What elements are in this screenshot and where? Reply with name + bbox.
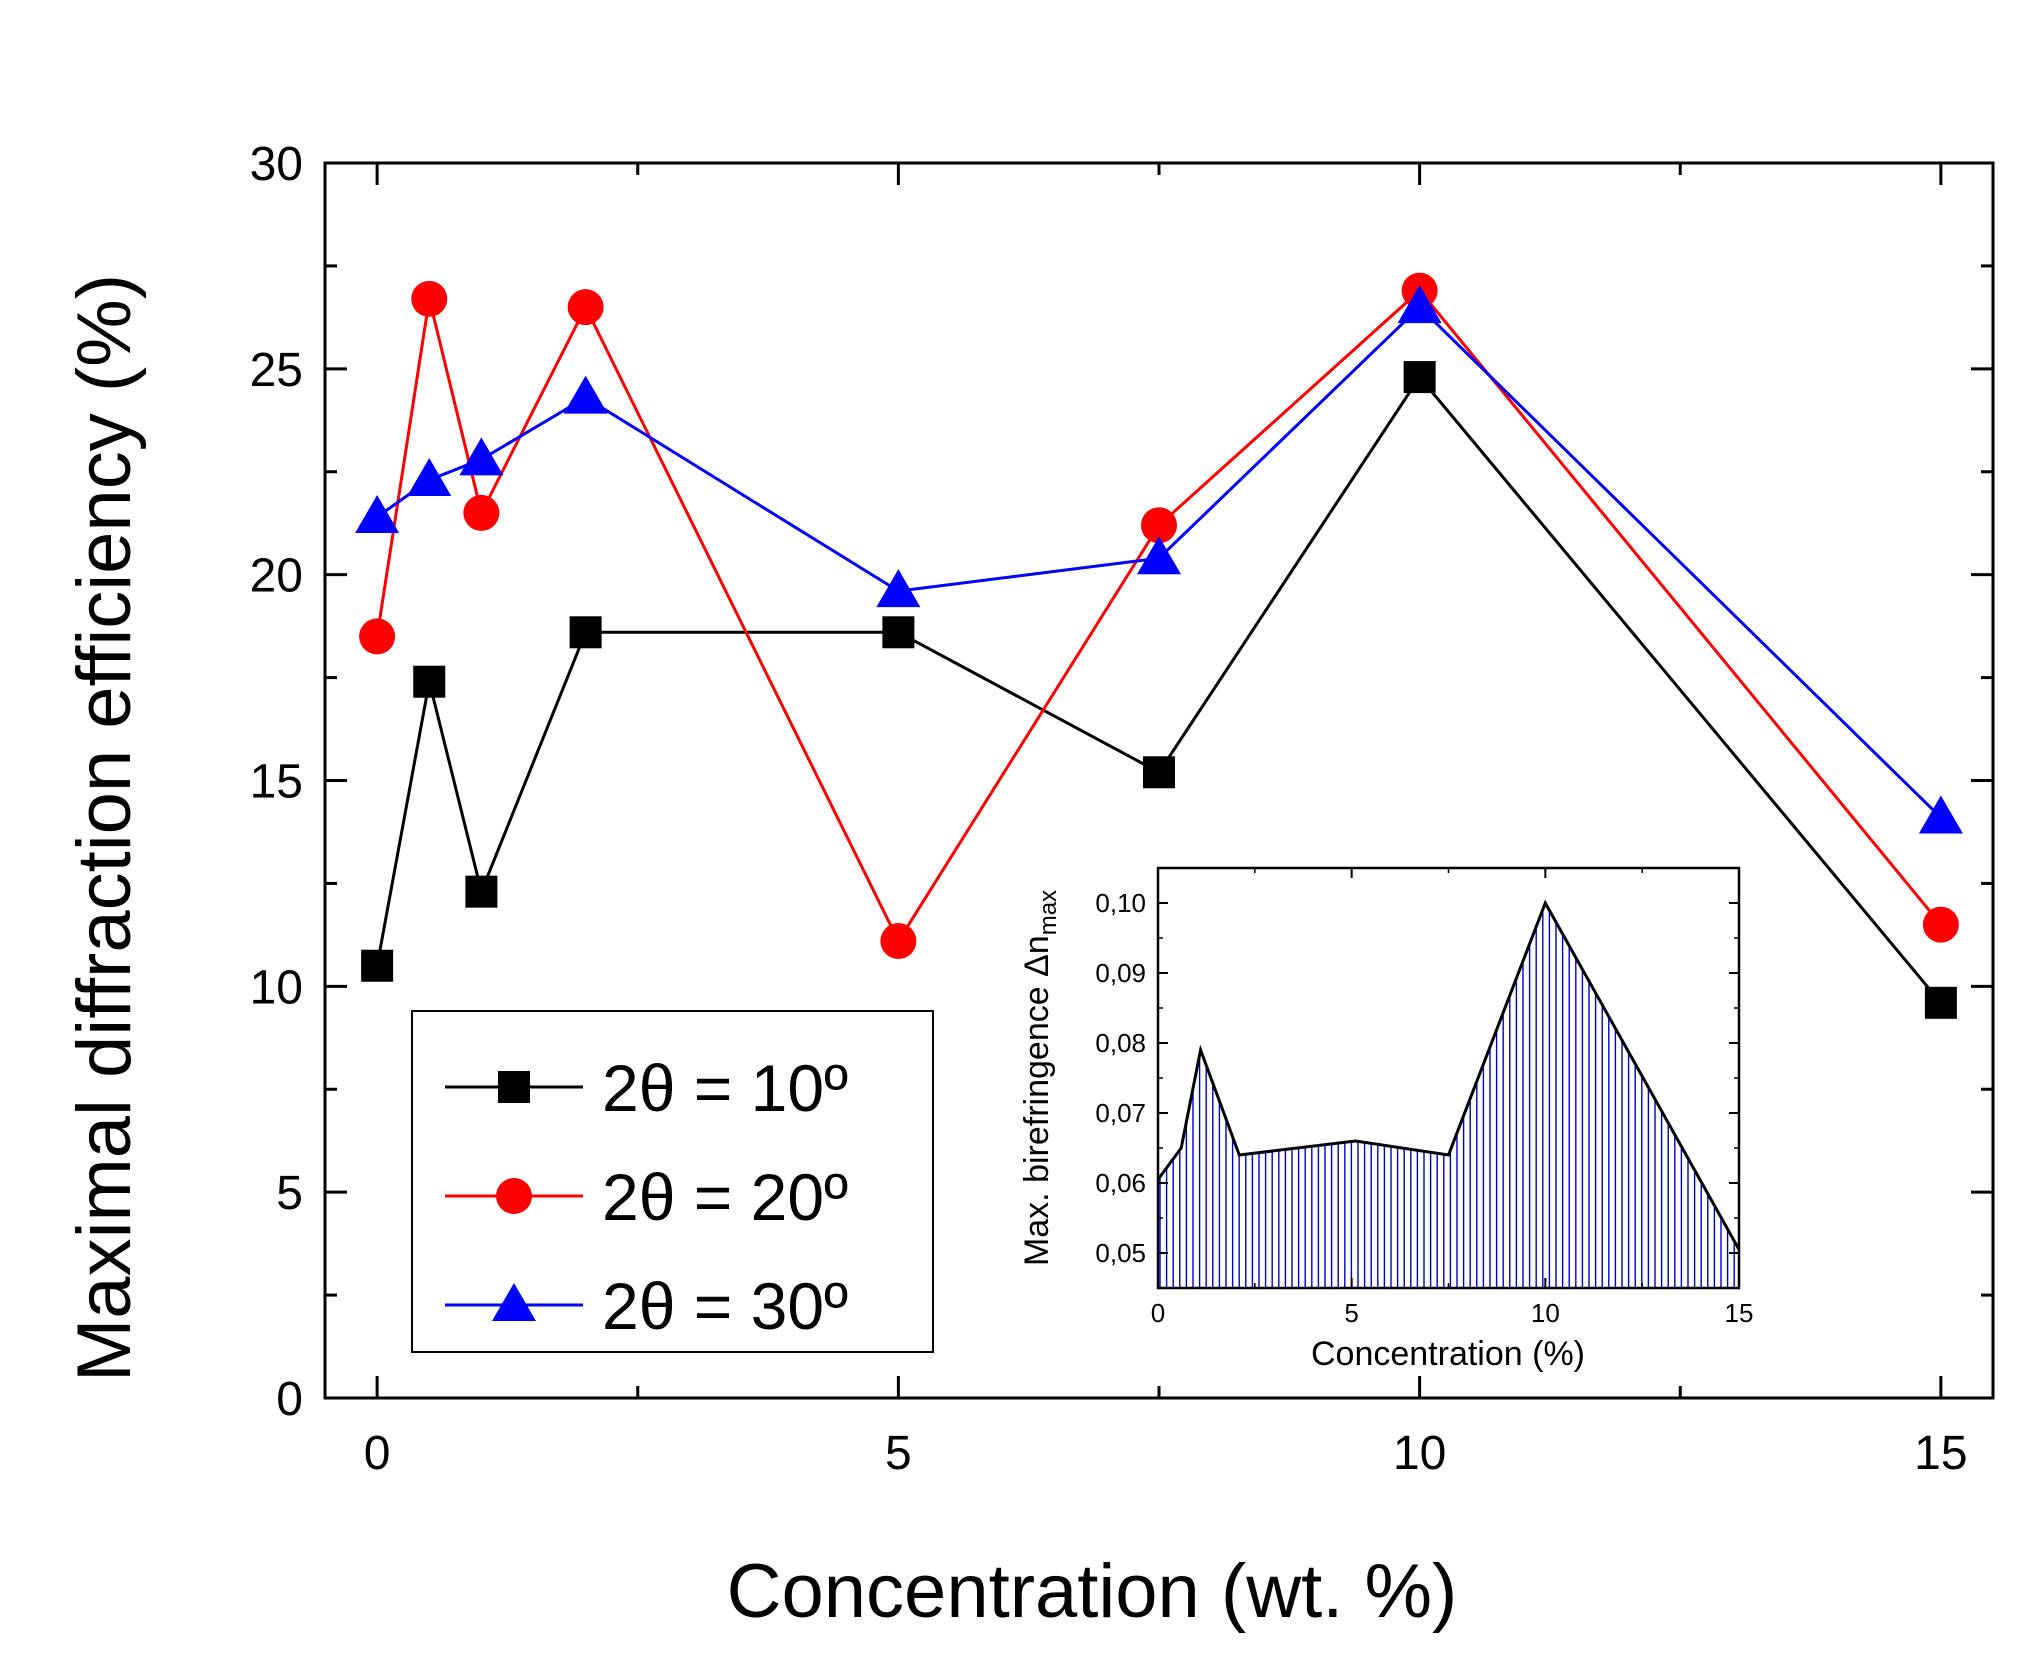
y-tick-label: 25: [250, 344, 303, 397]
data-point: [465, 875, 498, 908]
legend-marker: [496, 1178, 532, 1214]
data-point: [355, 495, 400, 534]
data-point: [1397, 285, 1442, 324]
inset-x-tick-label: 5: [1344, 1298, 1358, 1328]
legend-label: 2θ = 30º: [602, 1269, 848, 1343]
data-point: [411, 280, 448, 317]
main-y-ticks: 0 5 10 15 20 25 30: [250, 138, 1993, 1426]
inset-y-axis-title: Max. birefringence Δnmax: [1018, 890, 1062, 1266]
inset-y-ticks: 0,05 0,06 0,07 0,08 0,09 0,10: [1095, 867, 1739, 1289]
data-point: [882, 616, 915, 649]
data-point: [407, 457, 452, 496]
series-line: [375, 288, 1943, 945]
data-point: [563, 375, 608, 414]
main-x-axis-title: Concentration (wt. %): [727, 1549, 1458, 1634]
inset-area-outline: [1156, 899, 1741, 1251]
main-y-axis-title: Maximal diffraction efficiency (%): [62, 274, 147, 1382]
inset-y-axis-title-main: Max. birefringence Δn: [1018, 935, 1056, 1266]
legend-label: 2θ = 20º: [602, 1160, 848, 1234]
series-line: [375, 374, 1943, 1004]
x-tick-label: 0: [364, 1427, 391, 1480]
inset-plot: 0,05 0,06 0,07 0,08 0,09 0,10 0 5 10 15 Concentr…: [1018, 866, 1754, 1373]
data-point: [1403, 361, 1436, 394]
y-tick-label: 15: [250, 756, 303, 809]
x-tick-label: 10: [1393, 1427, 1446, 1480]
y-tick-label: 10: [250, 961, 303, 1014]
data-point: [413, 665, 446, 698]
data-point: [1922, 906, 1959, 943]
data-point: [1924, 986, 1957, 1019]
series-2: [359, 272, 1959, 960]
series-3: [355, 285, 1963, 834]
data-point: [880, 923, 917, 960]
x-tick-label: 15: [1914, 1427, 1967, 1480]
legend-marker: [492, 1283, 536, 1321]
x-tick-label: 5: [885, 1427, 912, 1480]
legend-label: 2θ = 10º: [602, 1051, 848, 1125]
y-tick-label: 30: [250, 138, 303, 191]
data-point: [359, 618, 396, 655]
data-point: [876, 569, 921, 608]
series-1: [361, 361, 1957, 1019]
data-point: [1141, 507, 1177, 544]
legend-item: 2θ = 30º: [445, 1269, 848, 1343]
inset-x-tick-label: 15: [1725, 1298, 1754, 1328]
inset-y-tick-label: 0,05: [1095, 1238, 1146, 1268]
data-point: [1918, 795, 1963, 834]
inset-x-ticks: 0 5 10 15: [1151, 868, 1754, 1328]
inset-x-tick-label: 0: [1151, 1298, 1165, 1328]
legend-marker: [498, 1071, 530, 1103]
y-tick-label: 0: [276, 1373, 303, 1426]
data-point: [567, 289, 604, 326]
main-plot: 0 5 10 15 20 25 30 0 5 10 15 Concentration (wt. %…: [62, 138, 1995, 1634]
inset-y-tick-label: 0,08: [1095, 1028, 1146, 1058]
legend-box: [411, 1010, 934, 1353]
legend-item: 2θ = 20º: [445, 1160, 848, 1234]
inset-y-tick-label: 0,07: [1095, 1098, 1146, 1128]
main-x-ticks: 0 5 10 15: [364, 163, 1968, 1480]
y-tick-label: 5: [276, 1167, 303, 1220]
inset-x-tick-label: 10: [1531, 1298, 1560, 1328]
inset-y-tick-label: 0,10: [1095, 888, 1146, 918]
inset-area-fill: [1159, 909, 1735, 1288]
data-point: [361, 949, 394, 982]
data-point: [1143, 756, 1175, 789]
inset-y-axis-title-subscript: max: [1035, 890, 1062, 935]
main-series-layer: [355, 272, 1963, 1019]
legend: 2θ = 10º 2θ = 20º 2θ = 30º: [411, 1010, 934, 1353]
data-point: [459, 437, 504, 476]
inset-y-tick-label: 0,06: [1095, 1168, 1146, 1198]
inset-x-axis-title: Concentration (%): [1311, 1335, 1585, 1373]
data-point: [463, 494, 500, 531]
y-tick-label: 20: [250, 550, 303, 603]
data-point: [1137, 536, 1181, 575]
inset-y-tick-label: 0,09: [1095, 958, 1146, 988]
legend-item: 2θ = 10º: [445, 1051, 848, 1125]
data-point: [569, 616, 602, 649]
